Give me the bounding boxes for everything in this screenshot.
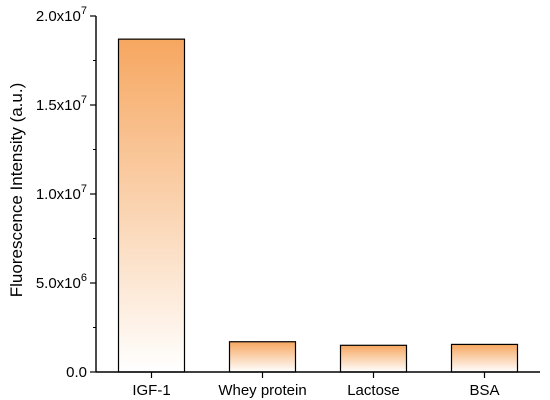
bars-group [117, 38, 519, 373]
x-tick-label: BSA [469, 382, 499, 399]
y-tick-label: 2.0x107 [36, 5, 87, 25]
axes-group [90, 15, 540, 378]
bar-lactose [339, 344, 408, 373]
bar-igf-1 [117, 38, 186, 373]
x-tick-label: IGF-1 [132, 382, 170, 399]
labels-group: IGF-1 Whey protein Lactose BSA 0.0 5.0x106 1.0… [36, 5, 500, 399]
y-tick-exponent: 7 [81, 94, 87, 106]
bar-whey-protein [228, 341, 297, 373]
y-tick-label: 1.0x107 [36, 183, 87, 203]
y-tick-exponent: 7 [81, 5, 87, 17]
y-tick-label: 1.5x107 [36, 94, 87, 114]
y-tick-exponent: 7 [81, 183, 87, 195]
x-tick-label: Lactose [347, 382, 400, 399]
y-tick-exponent: 6 [81, 272, 87, 284]
bar-bsa [450, 343, 519, 373]
y-axis-title: Fluorescence Intensity (a.u.) [7, 83, 26, 297]
y-tick-label: 5.0x106 [36, 272, 87, 292]
x-tick-label: Whey protein [218, 382, 306, 399]
y-tick-label: 0.0 [66, 364, 87, 381]
